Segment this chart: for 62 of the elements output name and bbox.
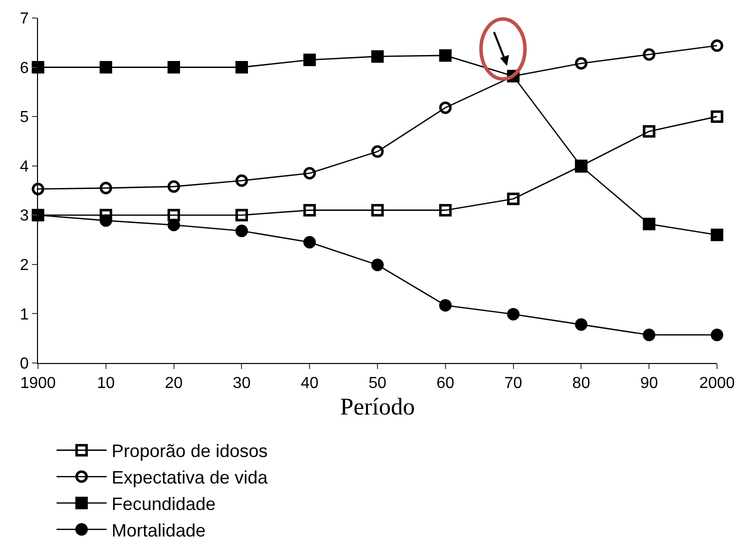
point xyxy=(235,174,248,187)
y-tick-label: 3 xyxy=(20,208,29,225)
legend-label: Fecundidade xyxy=(112,494,216,514)
x-tick-label: 40 xyxy=(300,375,319,392)
x-tick-label: 10 xyxy=(97,375,115,392)
point xyxy=(642,328,656,342)
point xyxy=(507,192,520,206)
x-tick-label: 60 xyxy=(436,375,454,392)
point xyxy=(32,61,44,74)
point xyxy=(168,61,180,74)
point xyxy=(371,204,384,216)
legend-label: Expectativa de vida xyxy=(112,468,269,488)
x-tick-label: 70 xyxy=(504,375,522,392)
point xyxy=(100,208,112,222)
point xyxy=(574,318,588,331)
point xyxy=(642,125,656,138)
legend-label: Mortalidade xyxy=(112,520,206,540)
point xyxy=(168,208,180,222)
y-tick-label: 6 xyxy=(20,60,29,77)
point xyxy=(303,236,316,248)
point xyxy=(710,328,724,342)
point xyxy=(235,224,248,238)
point xyxy=(235,61,248,74)
point xyxy=(439,204,452,216)
x-tick-label: 90 xyxy=(640,375,658,392)
point xyxy=(574,57,588,70)
point xyxy=(507,308,520,320)
point xyxy=(439,49,452,62)
y-tick-label: 1 xyxy=(20,306,29,324)
point xyxy=(439,299,452,312)
point xyxy=(642,48,656,61)
point xyxy=(303,204,316,216)
x-tick-label: 1900 xyxy=(20,375,56,392)
point xyxy=(100,214,112,227)
y-tick-label: 4 xyxy=(20,158,29,176)
legend-label: Proporão de idosos xyxy=(112,441,268,462)
point xyxy=(710,39,724,52)
y-tick-label: 7 xyxy=(20,10,29,28)
x-tick-label: 2000 xyxy=(699,375,735,392)
point xyxy=(710,110,724,123)
x-tick-label: 20 xyxy=(164,375,183,392)
point xyxy=(371,50,384,63)
x-axis-title: Período xyxy=(340,394,415,420)
point xyxy=(32,182,44,196)
y-tick-label: 5 xyxy=(20,109,29,126)
point xyxy=(168,180,180,193)
point xyxy=(168,218,180,232)
point xyxy=(642,218,656,230)
point xyxy=(371,145,384,158)
point xyxy=(235,208,248,222)
point xyxy=(303,167,316,180)
point xyxy=(100,182,112,194)
y-tick-label: 0 xyxy=(20,356,29,373)
y-tick-label: 2 xyxy=(20,257,29,274)
point xyxy=(303,54,316,66)
point xyxy=(710,228,724,242)
x-tick-label: 50 xyxy=(368,375,386,392)
x-tick-label: 30 xyxy=(232,375,251,392)
x-tick-label: 80 xyxy=(572,375,590,392)
point xyxy=(439,101,452,114)
point xyxy=(371,258,384,272)
point xyxy=(100,61,112,74)
